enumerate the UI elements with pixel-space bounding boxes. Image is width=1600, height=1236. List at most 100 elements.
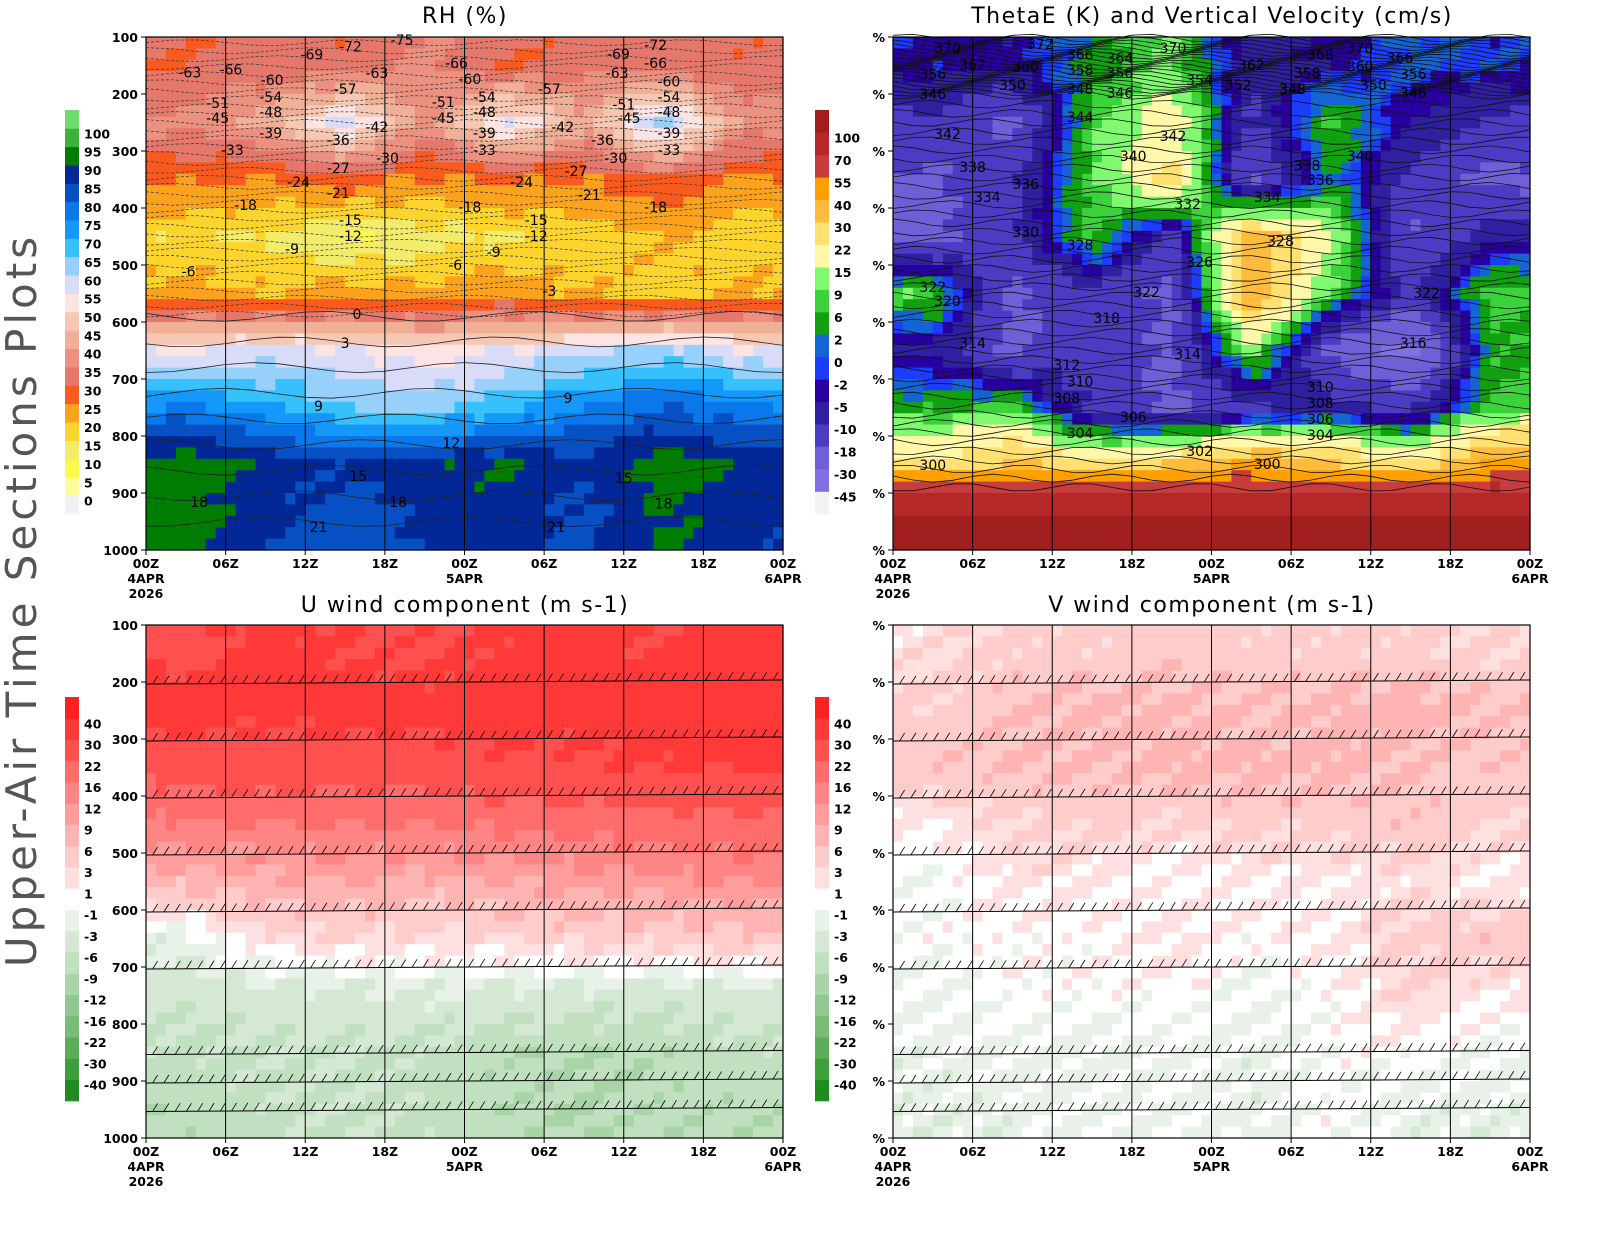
contour-fill-cell — [683, 356, 695, 369]
contour-fill-cell — [335, 299, 346, 312]
contour-fill-cell — [464, 413, 476, 426]
contour-fill-cell — [484, 527, 495, 540]
contour-fill-cell — [1420, 94, 1432, 106]
contour-fill-cell — [404, 515, 416, 528]
contour-fill-cell — [514, 208, 525, 220]
contour-fill-cell — [653, 538, 665, 551]
contour-fill-cell — [1141, 139, 1153, 152]
contour-fill-cell — [633, 139, 645, 152]
contour-fill-cell — [574, 242, 585, 255]
contour-fill-cell — [1261, 242, 1272, 255]
contour-fill-cell — [903, 162, 914, 175]
contour-fill-cell — [335, 527, 346, 540]
contour-fill-cell — [972, 151, 984, 163]
contour-fill-cell — [1380, 173, 1392, 186]
contour-fill-cell — [1390, 310, 1402, 323]
contour-fill-cell — [903, 139, 914, 152]
contour-fill-cell — [992, 344, 1004, 357]
contour-fill-cell — [404, 105, 416, 118]
contour-fill-cell — [205, 94, 217, 106]
contour-fill-cell — [365, 287, 376, 300]
contour-fill-cell — [255, 139, 267, 152]
contour-fill-cell — [325, 185, 336, 198]
contour-fill-cell — [893, 196, 904, 209]
contour-fill-cell — [1271, 105, 1282, 118]
contour-fill-cell — [1490, 356, 1501, 369]
contour-fill-cell — [1181, 356, 1193, 369]
contour-fill-cell — [205, 310, 217, 323]
contour-fill-cell — [384, 538, 396, 551]
contour-fill-cell — [384, 105, 396, 118]
contour-label: 9 — [314, 399, 323, 415]
contour-fill-cell — [1161, 344, 1173, 357]
contour-fill-cell — [245, 116, 257, 129]
contour-fill-cell — [1062, 128, 1073, 141]
contour-fill-cell — [663, 424, 675, 437]
contour-fill-cell — [942, 253, 954, 266]
contour-fill-cell — [156, 333, 167, 346]
contour-fill-cell — [903, 71, 914, 84]
contour-fill-cell — [942, 151, 954, 163]
contour-fill-cell — [703, 322, 714, 334]
contour-fill-cell — [1271, 173, 1282, 186]
contour-fill-cell — [1032, 173, 1043, 186]
contour-fill-cell — [1151, 105, 1163, 118]
contour-fill-cell — [185, 379, 197, 391]
contour-fill-cell — [404, 151, 416, 163]
contour-fill-cell — [593, 424, 605, 437]
contour-fill-cell — [743, 219, 754, 232]
contour-fill-cell — [693, 504, 704, 517]
contour-fill-cell — [713, 265, 724, 277]
contour-fill-cell — [1062, 253, 1073, 266]
contour-fill-cell — [265, 230, 276, 243]
contour-fill-cell — [165, 493, 177, 505]
contour-fill-cell — [484, 470, 495, 483]
contour-fill-cell — [1420, 48, 1432, 61]
contour-fill-cell — [1420, 105, 1432, 118]
contour-fill-cell — [295, 287, 306, 300]
contour-fill-cell — [1510, 242, 1521, 255]
contour-fill-cell — [1311, 367, 1322, 380]
contour-fill-cell — [1480, 59, 1491, 72]
contour-fill-cell — [156, 242, 167, 255]
contour-fill-cell — [245, 481, 257, 494]
contour-fill-cell — [434, 242, 446, 255]
contour-fill-cell — [484, 447, 495, 460]
contour-fill-cell — [1470, 322, 1481, 334]
contour-fill-cell — [713, 208, 724, 220]
contour-fill-cell — [374, 515, 386, 528]
contour-fill-cell — [315, 196, 326, 209]
contour-fill-cell — [165, 424, 177, 437]
contour-fill-cell — [146, 538, 157, 551]
contour-fill-cell — [723, 253, 734, 266]
contour-fill-cell — [952, 116, 964, 129]
contour-fill-cell — [1062, 139, 1073, 152]
contour-fill-cell — [1141, 367, 1153, 380]
contour-fill-cell — [1350, 208, 1362, 220]
contour-fill-cell — [763, 367, 774, 380]
contour-fill-cell — [365, 208, 376, 220]
contour-fill-cell — [603, 515, 615, 528]
contour-fill-cell — [404, 447, 416, 460]
contour-fill-cell — [952, 71, 964, 84]
x-tick-label: 00Z — [133, 556, 159, 571]
contour-fill-cell — [444, 82, 456, 95]
contour-fill-cell — [424, 401, 436, 414]
contour-fill-cell — [1430, 196, 1442, 209]
contour-fill-cell — [1042, 333, 1053, 346]
contour-fill-cell — [763, 322, 774, 334]
contour-fill-cell — [743, 458, 754, 471]
contour-fill-cell — [524, 151, 535, 163]
contour-fill-cell — [544, 493, 555, 505]
contour-fill-cell — [165, 401, 177, 414]
contour-fill-cell — [454, 481, 466, 494]
contour-fill-cell — [1390, 208, 1402, 220]
contour-fill-cell — [1121, 299, 1133, 312]
contour-fill-cell — [524, 208, 535, 220]
contour-fill-cell — [295, 242, 306, 255]
contour-fill-cell — [1360, 48, 1372, 61]
contour-fill-cell — [404, 458, 416, 471]
contour-fill-cell — [434, 436, 446, 448]
contour-fill-cell — [384, 242, 396, 255]
contour-fill-cell — [773, 299, 784, 312]
